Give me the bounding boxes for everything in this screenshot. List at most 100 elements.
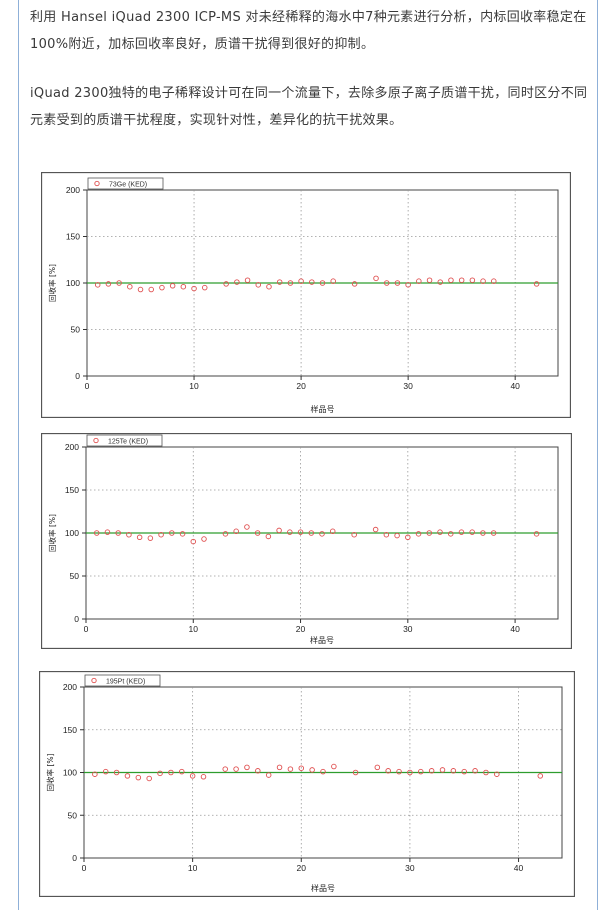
data-point: [180, 283, 187, 290]
x-tick-label: 10: [189, 381, 199, 391]
data-point: [472, 768, 478, 774]
data-point: [287, 529, 293, 535]
data-point: [200, 774, 207, 780]
x-tick-label: 40: [510, 381, 520, 391]
data-point: [426, 530, 433, 536]
data-point: [146, 775, 152, 782]
legend-label: 195Pt (KED): [106, 679, 145, 686]
data-point: [116, 280, 122, 286]
data-point: [439, 767, 446, 773]
y-axis-label: 回收率 [%]: [47, 264, 57, 302]
data-point: [169, 283, 176, 289]
chart-125te: 0 50 100 150 200 0 10 20 30 40 125Te (KED) 样品号 回收率 […: [41, 433, 572, 649]
y-tick-label: 0: [75, 371, 80, 381]
data-point: [136, 534, 143, 541]
data-point: [222, 766, 228, 772]
data-point: [490, 530, 497, 536]
data-point: [458, 529, 465, 535]
x-axis-label: 样品号: [311, 883, 335, 893]
data-point: [266, 283, 272, 290]
data-point: [458, 277, 465, 283]
legend-marker: [94, 180, 100, 187]
x-axis-label: 样品号: [311, 404, 335, 414]
design-paragraph: iQuad 2300独特的电子稀释设计可在同一个流量下，去除多原子离子质谱干扰，…: [30, 86, 588, 128]
data-point: [351, 531, 357, 538]
data-point: [405, 534, 411, 541]
data-point: [265, 533, 272, 540]
data-point: [223, 281, 229, 287]
data-point: [244, 277, 251, 283]
legend: 195Pt (KED): [84, 674, 161, 687]
x-tick-label: 0: [82, 863, 87, 873]
data-point: [319, 531, 325, 537]
legend-box: [86, 434, 163, 447]
legend-label: 125Te (KED): [108, 439, 148, 446]
data-point: [394, 280, 401, 286]
data-point: [124, 773, 131, 779]
data-point: [426, 277, 433, 283]
data-point: [147, 535, 154, 541]
data-point: [418, 768, 424, 775]
data-point: [179, 768, 185, 775]
data-point: [483, 769, 489, 776]
data-point: [469, 277, 476, 283]
data-point: [374, 764, 381, 771]
data-point: [372, 526, 379, 533]
data-point: [287, 766, 294, 772]
data-point: [416, 278, 422, 284]
data-point: [137, 286, 144, 293]
x-tick-label: 0: [84, 624, 89, 634]
data-point: [428, 768, 435, 774]
data-point: [104, 529, 111, 535]
data-point: [276, 527, 282, 534]
y-tick-label: 100: [63, 768, 77, 778]
data-point: [93, 530, 100, 536]
data-point: [533, 531, 540, 537]
legend-label: 73Ge (KED): [109, 182, 147, 189]
data-point: [407, 769, 413, 776]
data-point: [298, 278, 304, 284]
data-point: [115, 530, 121, 536]
data-point: [169, 530, 175, 536]
legend: 73Ge (KED): [87, 177, 164, 190]
y-tick-label: 200: [63, 682, 77, 692]
data-point: [148, 286, 154, 293]
data-point: [233, 766, 239, 772]
data-point: [320, 768, 326, 775]
data-point: [157, 770, 163, 777]
y-axis-label: 回收率 [%]: [47, 514, 57, 552]
data-point: [233, 528, 239, 535]
x-tick-label: 0: [85, 381, 90, 391]
article-frame: [18, 0, 598, 910]
data-point: [244, 764, 250, 771]
chart-73ge: 0 50 100 150 200 0 10 20 30 40 73Ge (KED) 样品号 回收率 [%…: [41, 172, 571, 418]
data-point: [158, 531, 164, 538]
data-point: [448, 277, 454, 283]
data-point: [191, 285, 197, 292]
y-tick-label: 100: [65, 528, 79, 538]
y-tick-label: 100: [66, 278, 80, 288]
data-point: [94, 282, 101, 288]
x-tick-label: 30: [405, 863, 415, 873]
y-tick-label: 0: [72, 853, 77, 863]
data-point: [234, 279, 240, 285]
y-tick-label: 200: [65, 442, 79, 452]
data-point: [179, 531, 186, 537]
data-point: [415, 531, 422, 537]
data-point: [105, 281, 112, 287]
data-point: [319, 280, 326, 286]
data-point: [533, 281, 540, 287]
data-point: [394, 532, 400, 539]
data-point: [265, 772, 272, 778]
data-point: [494, 771, 500, 777]
y-tick-label: 150: [63, 725, 77, 735]
data-point: [201, 284, 208, 291]
data-point: [135, 774, 142, 781]
data-point: [276, 764, 283, 771]
data-point: [102, 768, 109, 775]
x-tick-label: 10: [189, 624, 199, 634]
y-axis-label: 回收率 [%]: [45, 754, 55, 792]
data-point: [331, 763, 337, 770]
data-point: [222, 531, 229, 537]
data-point: [469, 529, 475, 535]
